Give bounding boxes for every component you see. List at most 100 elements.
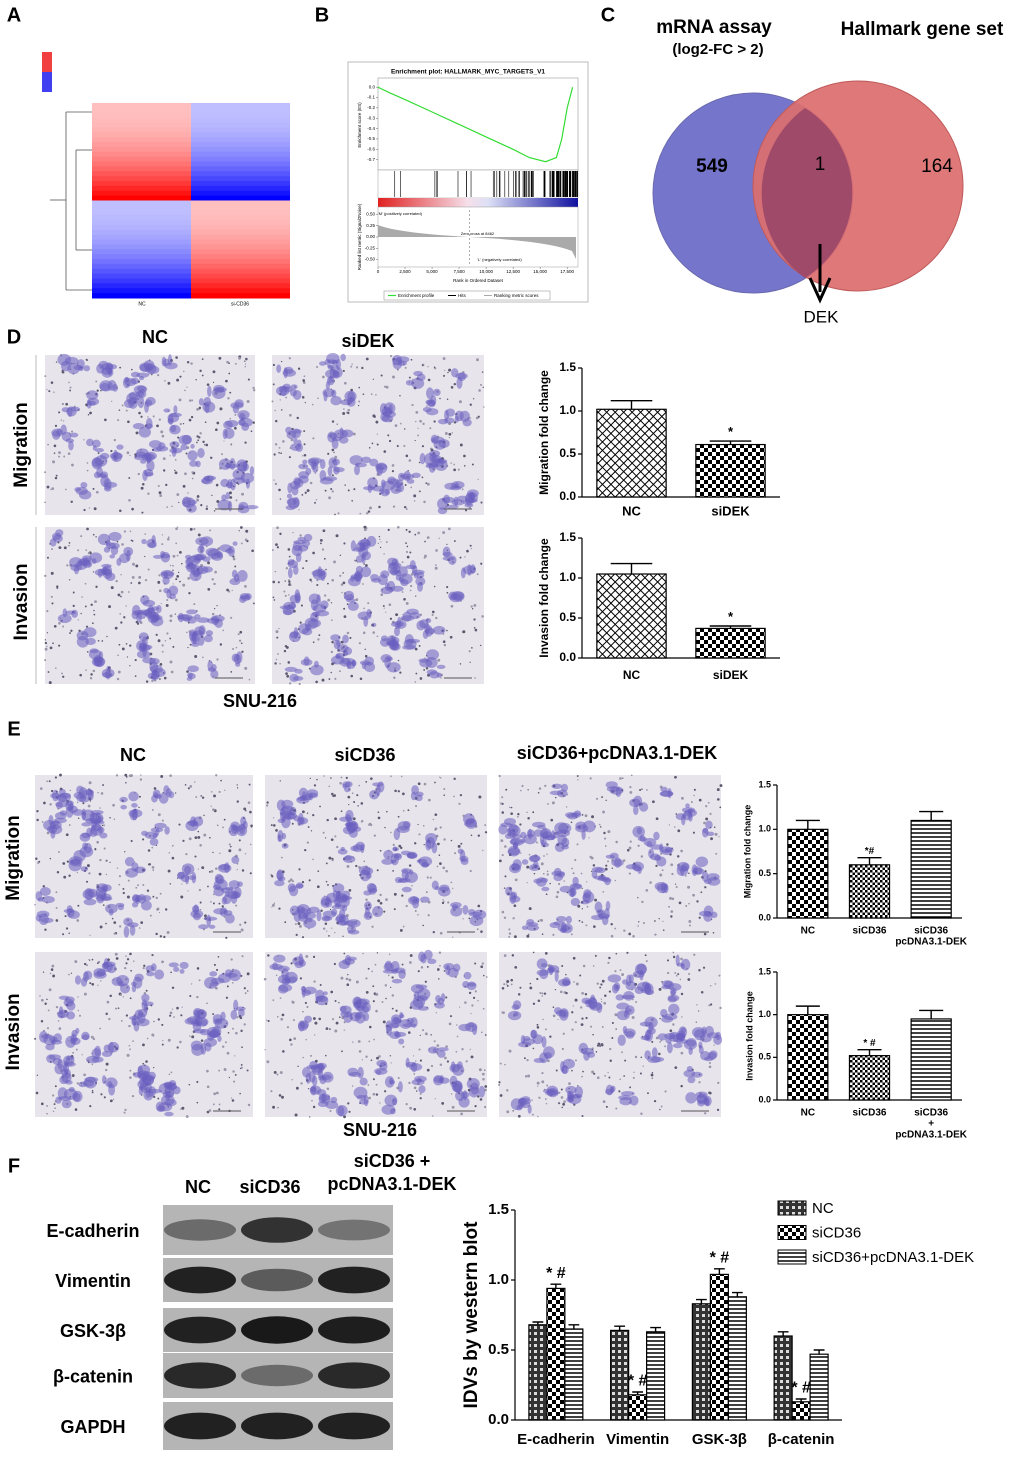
- cell-blob: [405, 1057, 410, 1069]
- speckle: [244, 992, 247, 995]
- speckle: [632, 1076, 635, 1079]
- cell-blob: [545, 1090, 559, 1096]
- speckle: [201, 796, 205, 799]
- speckle: [409, 589, 412, 592]
- venn-count: 549: [696, 156, 728, 177]
- cell-blob: [409, 896, 420, 903]
- speckle: [645, 960, 648, 963]
- cell-blob: [510, 838, 524, 846]
- row-label: Migration: [3, 815, 24, 901]
- cell-blob: [686, 1065, 693, 1072]
- speckle: [651, 1077, 653, 1079]
- cell-blob: [636, 827, 643, 835]
- speckle: [120, 573, 122, 576]
- speckle: [377, 899, 381, 903]
- speckle: [424, 540, 426, 543]
- y-tick-label: 1.0: [559, 403, 576, 417]
- cell-blob: [596, 909, 605, 916]
- cell-blob: [155, 1101, 165, 1112]
- speckle: [594, 898, 597, 902]
- speckle: [241, 869, 245, 872]
- speckle: [344, 484, 346, 486]
- cell-blob: [656, 883, 668, 894]
- error-bar: [919, 1009, 944, 1019]
- speckle: [169, 619, 173, 623]
- speckle: [272, 1105, 276, 1109]
- y-tick-label: -0.2: [367, 105, 375, 110]
- speckle: [235, 646, 238, 649]
- speckle: [536, 1081, 540, 1085]
- speckle: [151, 846, 154, 849]
- speckle: [565, 973, 567, 976]
- speckle: [280, 360, 283, 363]
- speckle: [39, 995, 41, 997]
- speckle: [291, 1079, 293, 1081]
- cell-blob: [80, 977, 88, 987]
- speckle: [320, 909, 323, 912]
- cell-blob: [137, 389, 147, 399]
- heatmap-cell: [92, 205, 191, 211]
- cell-blob: [235, 1006, 246, 1011]
- speckle: [611, 867, 614, 869]
- cell-blob: [120, 804, 127, 810]
- speckle: [322, 375, 325, 379]
- cell-blob: [315, 995, 329, 1006]
- speckle: [237, 633, 240, 636]
- speckle: [503, 887, 506, 889]
- speckle: [407, 809, 410, 812]
- cell-blob: [116, 975, 130, 987]
- speckle: [589, 777, 592, 780]
- speckle: [279, 1071, 283, 1075]
- speckle: [68, 381, 70, 384]
- speckle: [244, 360, 246, 362]
- speckle: [480, 965, 484, 969]
- speckle: [301, 936, 305, 939]
- speckle: [411, 403, 414, 407]
- speckle: [110, 586, 114, 590]
- speckle: [297, 922, 301, 925]
- speckle: [603, 1001, 607, 1005]
- speckle: [667, 971, 670, 975]
- speckle: [129, 1048, 131, 1051]
- speckle: [92, 669, 96, 673]
- speckle: [74, 960, 78, 964]
- speckle: [180, 1014, 183, 1017]
- speckle: [549, 882, 551, 885]
- cell-blob: [343, 647, 353, 656]
- speckle: [279, 997, 282, 999]
- speckle: [44, 647, 48, 651]
- speckle: [501, 910, 505, 914]
- speckle: [187, 576, 191, 580]
- speckle: [570, 821, 573, 824]
- speckle: [476, 573, 479, 576]
- speckle: [271, 549, 274, 552]
- speckle: [274, 443, 278, 446]
- speckle: [207, 561, 210, 565]
- cell-blob: [682, 810, 693, 821]
- cell-blob: [320, 895, 332, 906]
- cell-blob: [389, 642, 401, 651]
- speckle: [604, 867, 608, 871]
- speckle: [323, 557, 326, 560]
- speckle: [533, 872, 536, 875]
- speckle: [240, 1029, 243, 1033]
- cell-blob: [457, 372, 466, 382]
- speckle: [376, 635, 379, 638]
- speckle: [65, 927, 69, 930]
- cell-blob: [279, 605, 293, 610]
- speckle: [413, 1073, 415, 1075]
- cell-blob: [394, 1030, 400, 1038]
- speckle: [286, 1026, 290, 1029]
- speckle: [77, 817, 80, 820]
- speckle: [40, 998, 44, 1002]
- y-axis-label: Migration fold change: [742, 805, 752, 899]
- speckle: [326, 818, 329, 822]
- speckle: [350, 388, 353, 392]
- speckle: [446, 543, 448, 546]
- speckle: [629, 840, 632, 843]
- speckle: [236, 787, 239, 789]
- cell-blob: [298, 463, 309, 470]
- speckle: [105, 1062, 109, 1066]
- cell-blob: [380, 586, 393, 595]
- speckle: [468, 991, 472, 995]
